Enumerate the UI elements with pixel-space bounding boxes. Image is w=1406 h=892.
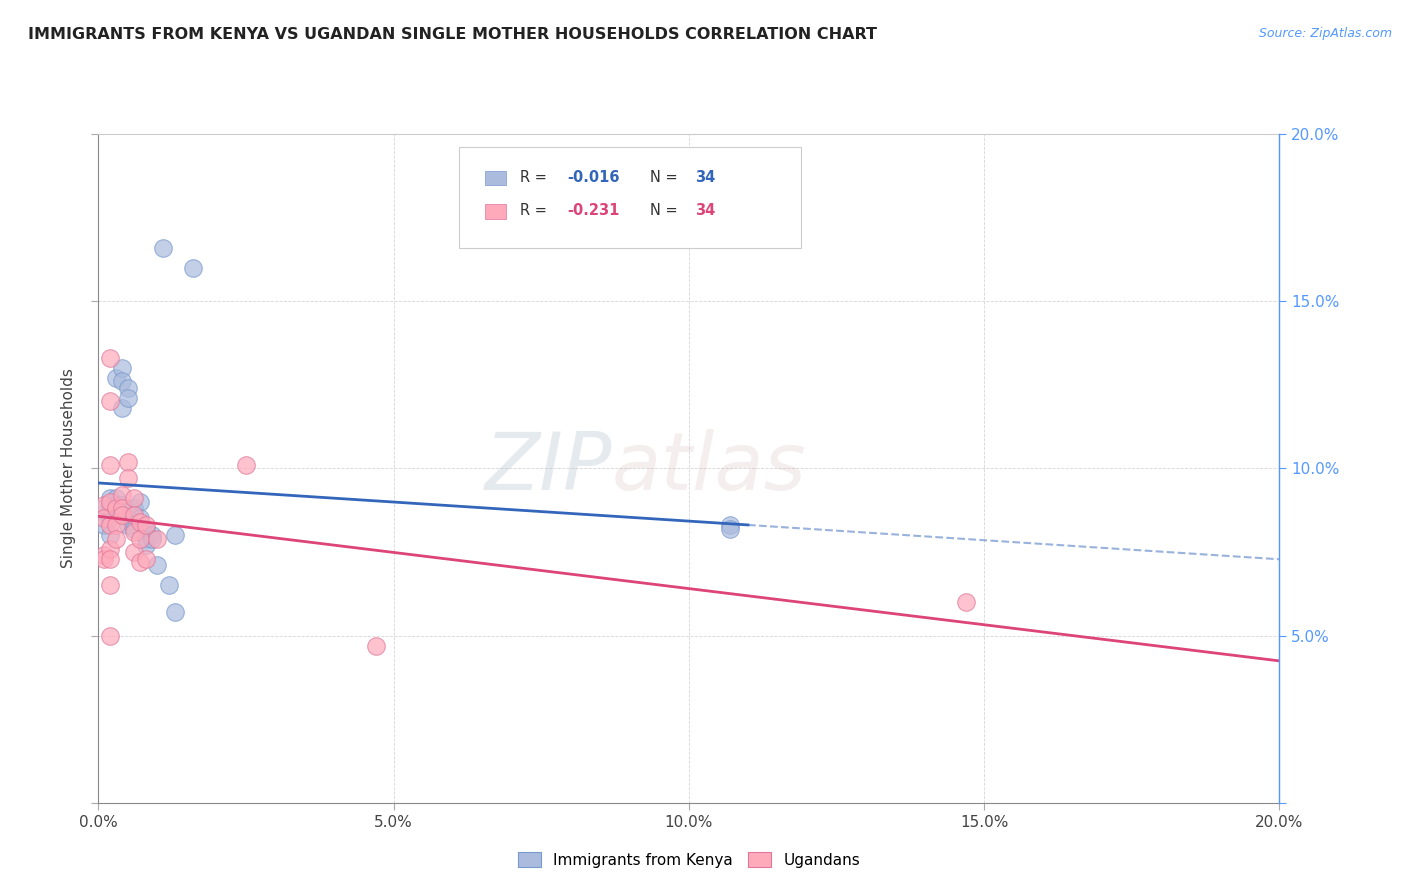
Point	[111, 498, 134, 512]
Point	[98, 491, 121, 506]
FancyBboxPatch shape	[458, 147, 801, 248]
Point	[135, 532, 157, 546]
Point	[364, 639, 387, 653]
Point	[718, 521, 741, 535]
Point	[117, 391, 139, 405]
Point	[128, 532, 150, 546]
Point	[135, 518, 157, 533]
Text: -0.231: -0.231	[567, 203, 620, 219]
FancyBboxPatch shape	[485, 204, 506, 219]
Text: atlas: atlas	[612, 429, 807, 508]
Point	[122, 508, 145, 523]
Point	[117, 471, 139, 485]
Point	[98, 501, 121, 516]
Point	[235, 458, 257, 472]
Point	[122, 501, 145, 516]
Text: R =: R =	[520, 169, 551, 185]
Text: 34: 34	[695, 203, 716, 219]
Y-axis label: Single Mother Households: Single Mother Households	[60, 368, 76, 568]
Point	[98, 551, 121, 566]
Point	[111, 501, 134, 516]
Text: ZIP: ZIP	[485, 429, 612, 508]
Point	[105, 371, 128, 385]
Point	[152, 240, 174, 255]
Point	[181, 260, 204, 275]
Text: N =: N =	[650, 169, 682, 185]
Text: N =: N =	[650, 203, 682, 219]
Point	[93, 551, 115, 566]
Point	[98, 528, 121, 542]
Point	[98, 541, 121, 556]
Point	[105, 532, 128, 546]
Point	[98, 511, 121, 525]
Point	[98, 628, 121, 642]
Point	[111, 361, 134, 376]
Point	[117, 518, 139, 533]
Point	[98, 578, 121, 592]
Point	[98, 518, 121, 533]
Point	[122, 521, 145, 535]
Text: IMMIGRANTS FROM KENYA VS UGANDAN SINGLE MOTHER HOUSEHOLDS CORRELATION CHART: IMMIGRANTS FROM KENYA VS UGANDAN SINGLE …	[28, 27, 877, 42]
Point	[128, 511, 150, 525]
Point	[111, 508, 134, 523]
Point	[93, 511, 115, 525]
Point	[117, 381, 139, 395]
Point	[105, 501, 128, 516]
Point	[98, 351, 121, 365]
Point	[111, 401, 134, 416]
Point	[135, 551, 157, 566]
Point	[955, 595, 977, 609]
Point	[98, 494, 121, 508]
Point	[93, 501, 115, 516]
Point	[98, 458, 121, 472]
Text: Source: ZipAtlas.com: Source: ZipAtlas.com	[1258, 27, 1392, 40]
Point	[141, 528, 163, 542]
Legend: Immigrants from Kenya, Ugandans: Immigrants from Kenya, Ugandans	[510, 844, 868, 875]
Point	[135, 538, 157, 552]
Point	[117, 511, 139, 525]
Point	[105, 491, 128, 506]
Point	[128, 515, 150, 529]
Text: -0.016: -0.016	[567, 169, 620, 185]
Point	[93, 548, 115, 563]
Point	[128, 555, 150, 569]
FancyBboxPatch shape	[485, 170, 506, 186]
Point	[146, 532, 169, 546]
Point	[141, 532, 163, 546]
Point	[122, 491, 145, 506]
Point	[135, 521, 157, 535]
Point	[718, 518, 741, 533]
Point	[111, 488, 134, 502]
Point	[93, 518, 115, 533]
Point	[128, 494, 150, 508]
Point	[157, 578, 180, 592]
Text: R =: R =	[520, 203, 551, 219]
Point	[105, 498, 128, 512]
Point	[117, 455, 139, 469]
Point	[98, 394, 121, 409]
Point	[165, 528, 187, 542]
Text: 34: 34	[695, 169, 716, 185]
Point	[122, 545, 145, 559]
Point	[105, 518, 128, 533]
Point	[111, 375, 134, 389]
Point	[122, 524, 145, 539]
Point	[93, 498, 115, 512]
Point	[146, 558, 169, 573]
Point	[165, 605, 187, 619]
